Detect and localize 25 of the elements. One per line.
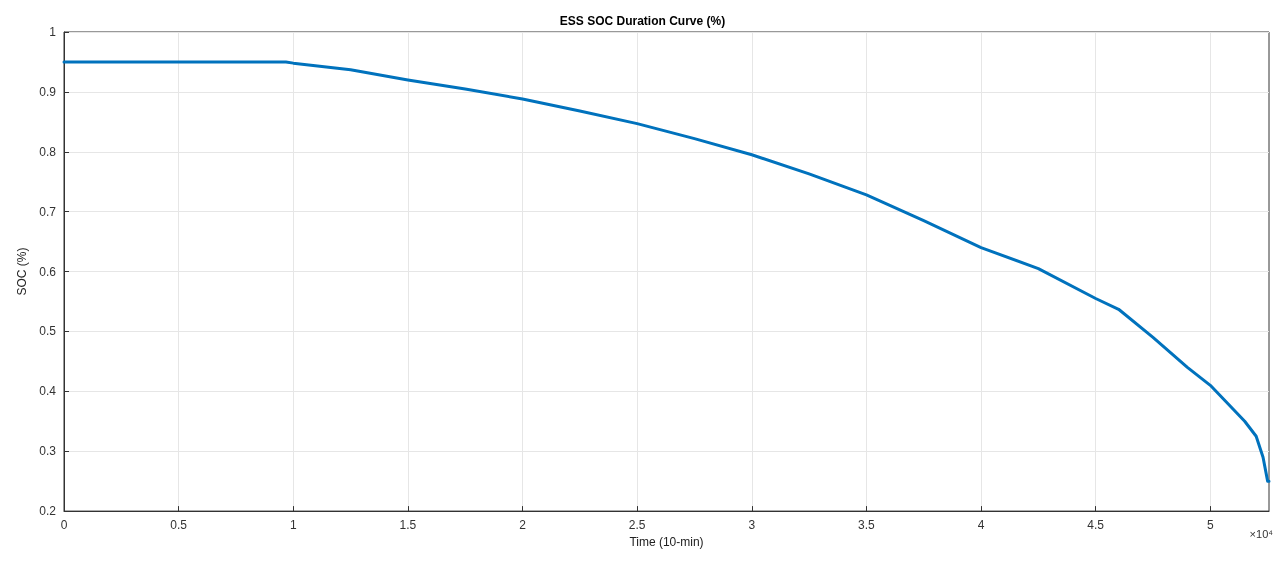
y-axis-title: SOC (%) <box>15 247 29 296</box>
text: ×10⁴ <box>1249 527 1274 540</box>
x-tick-label: 3 <box>748 518 756 533</box>
y-tick-label: 0.8 <box>39 144 57 159</box>
x-tick-label: 0.5 <box>170 518 188 533</box>
y-tick-label: 0.2 <box>39 504 57 519</box>
y-tick-label: 0.3 <box>39 444 57 459</box>
y-tick-label: 0.5 <box>39 324 57 339</box>
x-tick-label: 0 <box>60 518 68 533</box>
chart-title: ESS SOC Duration Curve (%) <box>559 14 726 28</box>
y-tick-label: 0.7 <box>39 204 57 219</box>
x-tick-label: 4.5 <box>1087 518 1105 533</box>
x-tick-label: 4 <box>977 518 985 533</box>
x-tick-label: 1.5 <box>399 518 417 533</box>
x-axis-title: Time (10-min) <box>629 535 704 549</box>
y-tick-label: 0.9 <box>39 84 57 99</box>
y-tick-label: 0.6 <box>39 264 57 279</box>
x-tick-label: 1 <box>289 518 297 533</box>
x-tick-label: 2.5 <box>628 518 646 533</box>
y-tick-label: 1 <box>49 25 57 39</box>
line-series <box>62 60 1271 483</box>
x-tick-label: 5 <box>1206 518 1214 533</box>
y-tick-label: 0.4 <box>39 384 57 399</box>
x-tick-label: 3.5 <box>858 518 876 533</box>
x-tick-label: 2 <box>519 518 527 533</box>
